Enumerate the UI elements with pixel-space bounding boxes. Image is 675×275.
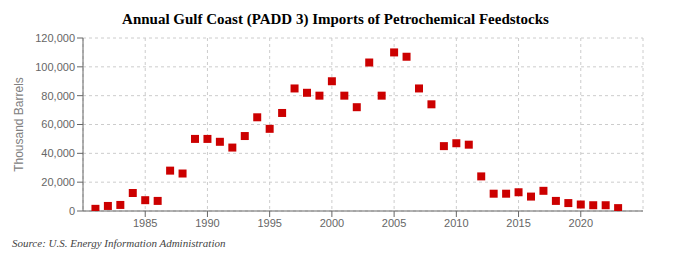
svg-text:1995: 1995 xyxy=(257,217,281,229)
svg-text:2015: 2015 xyxy=(506,217,530,229)
svg-text:2000: 2000 xyxy=(320,217,344,229)
svg-text:100,000: 100,000 xyxy=(35,61,75,73)
svg-text:0: 0 xyxy=(69,205,75,217)
svg-text:1985: 1985 xyxy=(133,217,157,229)
svg-text:20,000: 20,000 xyxy=(41,176,75,188)
html-text:Annual Gulf Coast (PADD 3) Imp: Annual Gulf Coast (PADD 3) Imports of Pe… xyxy=(122,11,549,27)
svg-text:60,000: 60,000 xyxy=(41,118,75,130)
svg-text:120,000: 120,000 xyxy=(35,32,75,44)
svg-text:40,000: 40,000 xyxy=(41,147,75,159)
html-text:Source: U.S. Energy Informatio: Source: U.S. Energy Information Administ… xyxy=(12,237,226,249)
svg-text:2020: 2020 xyxy=(569,217,593,229)
svg-text:Thousand Barrels: Thousand Barrels xyxy=(12,77,26,172)
svg-text:2005: 2005 xyxy=(382,217,406,229)
svg-text:1990: 1990 xyxy=(195,217,219,229)
svg-text:80,000: 80,000 xyxy=(41,90,75,102)
svg-text:2010: 2010 xyxy=(444,217,468,229)
